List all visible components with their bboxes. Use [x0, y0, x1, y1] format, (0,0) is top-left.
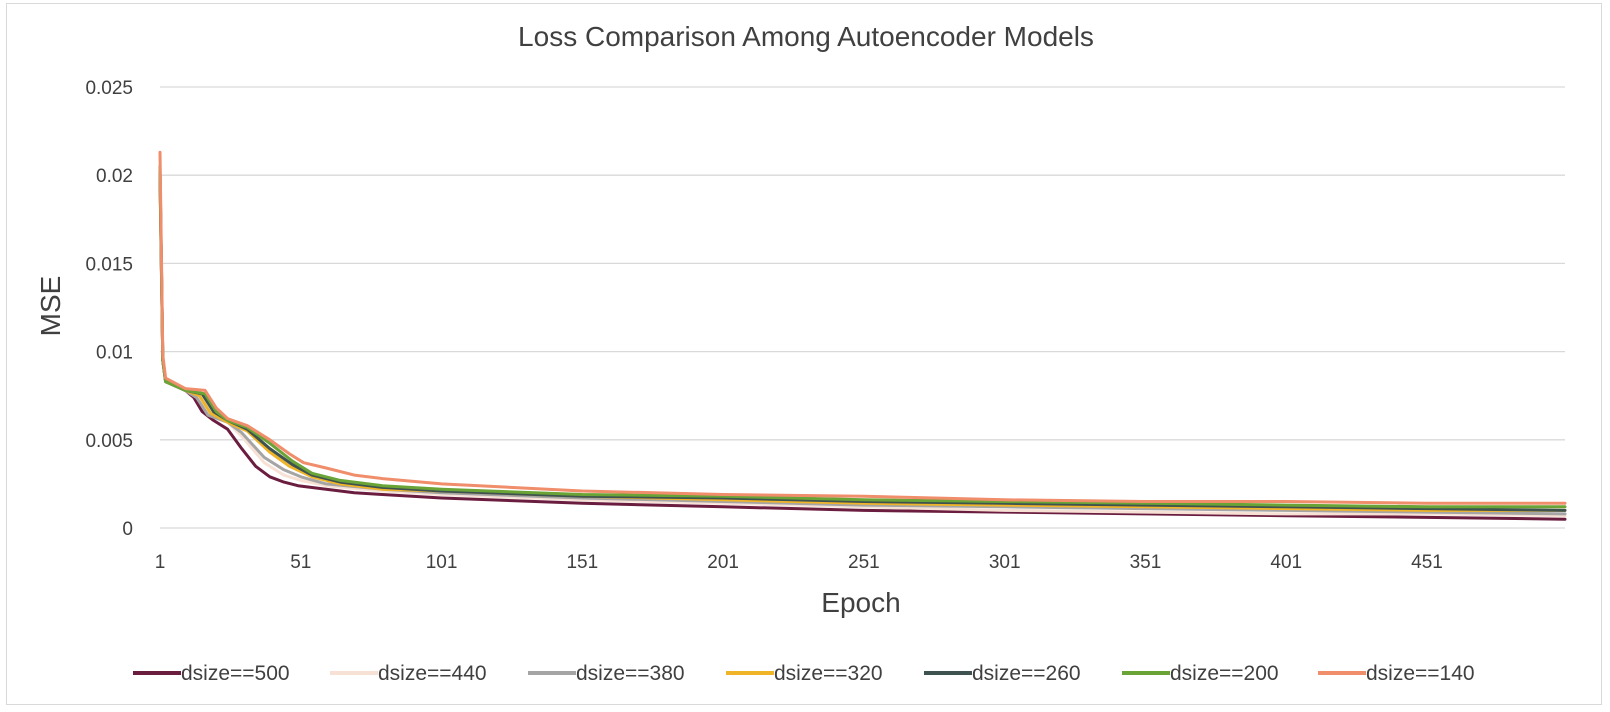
legend: dsize==500 dsize==440 dsize==380 dsize==320… — [133, 662, 1475, 685]
series-line-dsize-260 — [158, 170, 1567, 512]
y-tick-label: 0.015 — [85, 254, 133, 275]
x-tick-label: 1 — [155, 552, 166, 573]
x-axis-title: Epoch — [821, 587, 900, 618]
series-line-dsize-200 — [158, 164, 1567, 509]
legend-label-dsize-200: dsize==200 — [1170, 662, 1279, 685]
y-tick-label: 0.01 — [96, 343, 133, 364]
legend-label-dsize-260: dsize==260 — [972, 662, 1081, 685]
y-tick-label: 0.02 — [96, 166, 133, 187]
y-tick-label: 0 — [122, 519, 133, 540]
series-line-dsize-320 — [158, 173, 1567, 512]
legend-label-dsize-140: dsize==140 — [1366, 662, 1475, 685]
legend-label-dsize-380: dsize==380 — [576, 662, 685, 685]
x-tick-label: 351 — [1130, 552, 1162, 573]
chart-frame — [6, 3, 1602, 705]
legend-label-dsize-440: dsize==440 — [378, 662, 487, 685]
legend-label-dsize-320: dsize==320 — [774, 662, 883, 685]
x-tick-label: 151 — [566, 552, 598, 573]
chart-title: Loss Comparison Among Autoencoder Models — [518, 21, 1094, 52]
y-axis-title: MSE — [35, 276, 66, 337]
y-axis-ticks: 0 0.005 0.01 0.015 0.02 0.025 — [85, 78, 133, 540]
series-line-dsize-500 — [158, 173, 1567, 521]
series-line-dsize-440 — [158, 182, 1567, 518]
gridlines — [160, 86, 1565, 529]
x-tick-label: 201 — [707, 552, 739, 573]
x-tick-label: 301 — [989, 552, 1021, 573]
y-tick-label: 0.025 — [85, 78, 133, 99]
y-tick-label: 0.005 — [85, 431, 133, 452]
x-tick-label: 101 — [426, 552, 458, 573]
series-lines — [158, 150, 1567, 521]
legend-label-dsize-500: dsize==500 — [181, 662, 290, 685]
x-tick-label: 251 — [848, 552, 880, 573]
x-tick-label: 51 — [290, 552, 311, 573]
series-line-dsize-380 — [158, 177, 1567, 516]
x-tick-label: 451 — [1411, 552, 1443, 573]
series-line-dsize-140 — [158, 150, 1567, 505]
x-tick-label: 401 — [1270, 552, 1302, 573]
x-axis-ticks: 1 51 101 151 201 251 301 351 401 451 — [155, 552, 1443, 573]
